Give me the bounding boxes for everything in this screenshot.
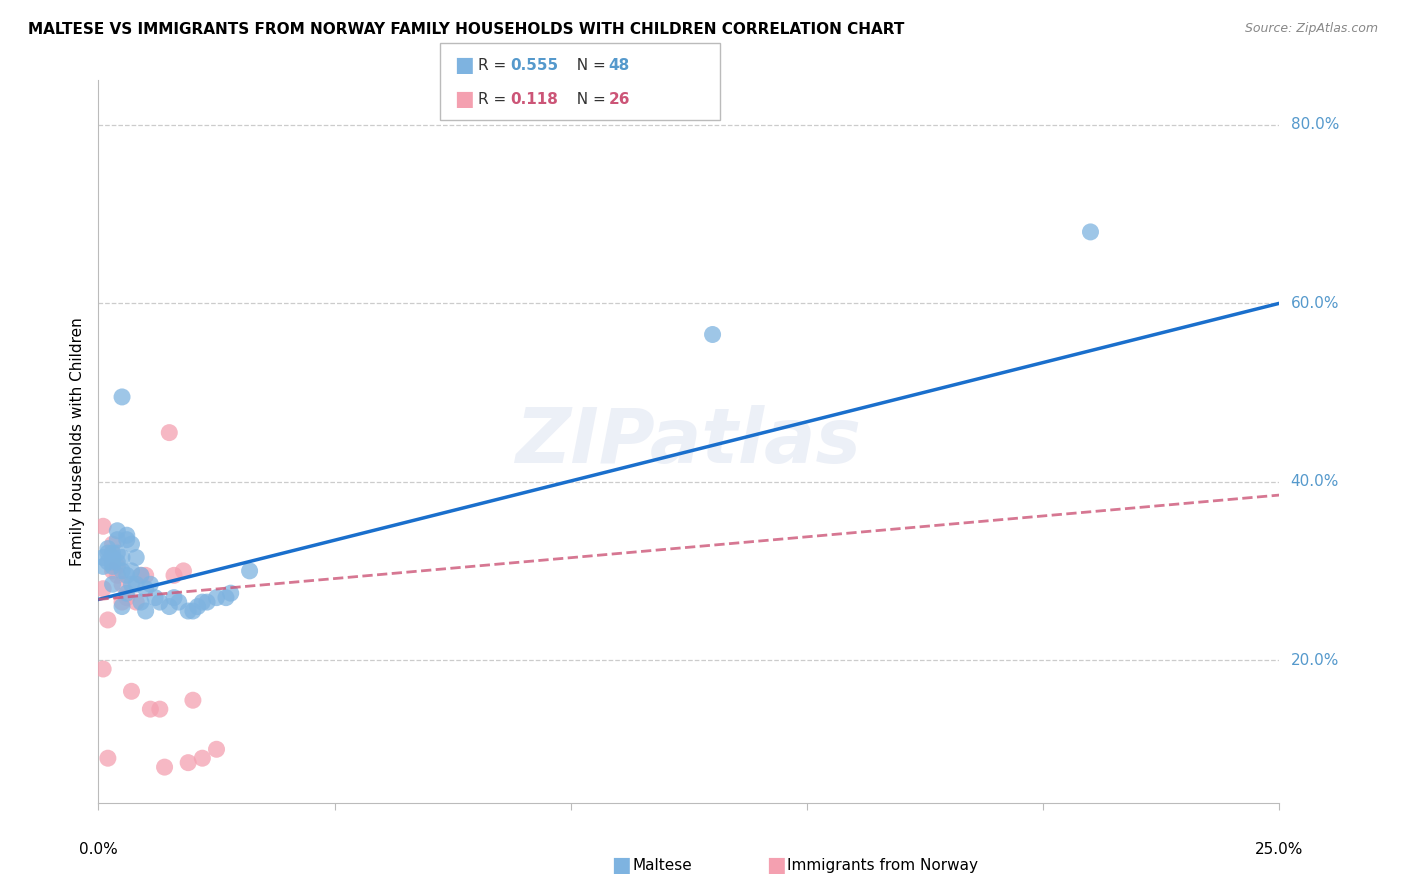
Point [181,604,204,618]
Point [135,568,157,582]
Point [172,564,194,578]
Point [139,702,162,716]
Point [205,591,228,605]
Point [91,519,114,533]
Text: N =: N = [567,92,610,107]
Point [111,564,134,578]
Point [163,568,186,582]
Text: 0.118: 0.118 [510,92,558,107]
Point [129,595,152,609]
Point [177,756,200,770]
Point [111,577,134,591]
Point [97,751,120,765]
Point [101,577,124,591]
Text: 48: 48 [609,58,630,72]
Text: Maltese: Maltese [633,858,692,872]
Text: R =: R = [478,58,512,72]
Point [115,586,138,600]
Text: 40.0%: 40.0% [1291,475,1339,489]
Text: 0.0%: 0.0% [79,842,118,856]
Point [101,555,124,569]
Point [195,595,218,609]
Point [111,550,134,565]
Text: R =: R = [478,92,516,107]
Point [111,595,134,609]
Point [177,604,200,618]
Text: ■: ■ [454,89,474,110]
Point [91,582,114,596]
Point [115,533,138,547]
Point [105,546,128,560]
Text: 80.0%: 80.0% [1291,118,1339,132]
Point [143,591,166,605]
Point [101,550,124,565]
Point [139,577,162,591]
Point [181,693,204,707]
Point [105,555,128,569]
Text: 20.0%: 20.0% [1291,653,1339,667]
Point [97,555,120,569]
Point [105,533,128,547]
Point [219,586,242,600]
Point [149,595,172,609]
Text: 26: 26 [609,92,630,107]
Text: 0.555: 0.555 [510,58,558,72]
Point [135,582,157,596]
Point [101,564,124,578]
Point [149,702,172,716]
Point [115,568,138,582]
Point [121,564,143,578]
Point [105,568,128,582]
Point [101,537,124,551]
Point [702,327,724,342]
Text: 25.0%: 25.0% [1256,842,1303,856]
Point [239,564,262,578]
Text: Source: ZipAtlas.com: Source: ZipAtlas.com [1244,22,1378,36]
Text: ■: ■ [766,855,786,875]
Point [97,541,120,556]
Text: ■: ■ [454,55,474,75]
Point [191,595,214,609]
Text: 60.0%: 60.0% [1291,296,1339,310]
Point [105,524,128,538]
Point [135,604,157,618]
Point [157,425,180,440]
Point [115,528,138,542]
Point [1080,225,1102,239]
Point [105,559,128,574]
Text: ■: ■ [612,855,631,875]
Point [157,599,180,614]
Point [101,546,124,560]
Point [97,613,120,627]
Text: MALTESE VS IMMIGRANTS FROM NORWAY FAMILY HOUSEHOLDS WITH CHILDREN CORRELATION CH: MALTESE VS IMMIGRANTS FROM NORWAY FAMILY… [28,22,904,37]
Y-axis label: Family Households with Children: Family Households with Children [69,318,84,566]
Point [167,595,190,609]
Point [91,559,114,574]
Point [163,591,186,605]
Point [121,684,143,698]
Point [205,742,228,756]
Point [125,550,148,565]
Point [121,577,143,591]
Point [129,568,152,582]
Point [191,751,214,765]
Text: N =: N = [567,58,610,72]
Point [215,591,238,605]
Point [115,591,138,605]
Point [111,599,134,614]
Point [129,568,152,582]
Point [111,390,134,404]
Point [121,537,143,551]
Point [91,662,114,676]
Point [97,546,120,560]
Point [125,595,148,609]
Point [125,577,148,591]
Point [153,760,176,774]
Point [187,599,209,614]
Text: ZIPatlas: ZIPatlas [516,405,862,478]
Point [101,559,124,574]
Text: Immigrants from Norway: Immigrants from Norway [787,858,979,872]
Point [91,550,114,565]
